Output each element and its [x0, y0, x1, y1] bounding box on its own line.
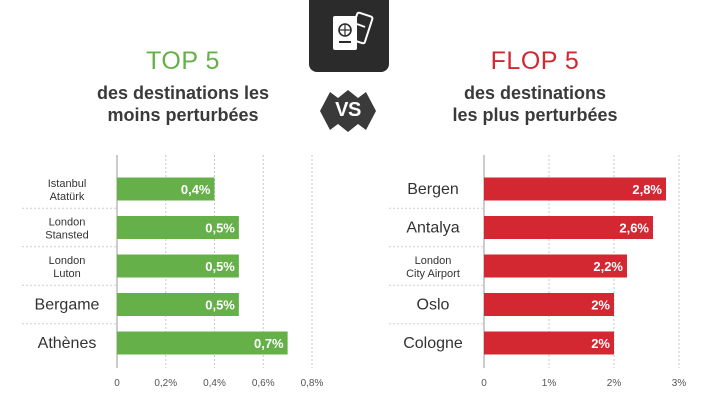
top5-bar — [117, 177, 215, 201]
top5-value-label: 0,7% — [254, 336, 284, 351]
passport-badge — [309, 0, 389, 72]
flop5-category-label: London — [415, 255, 452, 267]
top5-title: TOP 5 — [146, 47, 220, 75]
flop5-bar — [484, 293, 614, 316]
top5-category-label: Stansted — [45, 230, 88, 242]
flop5-subtitle: des destinations les plus perturbées — [410, 82, 660, 126]
flop5-category-label: Bergen — [407, 181, 459, 198]
top5-subtitle: des destinations les moins perturbées — [58, 82, 308, 126]
vs-label: VS — [335, 99, 361, 121]
flop5-value-label: 2,2% — [593, 259, 623, 274]
top5-category-label: Luton — [53, 268, 81, 280]
flop5-category-label: City Airport — [406, 268, 460, 280]
flop5-tick-label: 3% — [672, 378, 687, 389]
top5-subtitle-line2: moins perturbées — [107, 105, 259, 125]
flop5-subtitle-line1: des destinations — [463, 83, 607, 103]
top5-bar — [117, 331, 288, 355]
top5-category-label: Athènes — [38, 335, 97, 352]
top5-category-label: London — [49, 217, 86, 229]
flop5-tick-label: 0 — [481, 378, 487, 389]
top5-category-label: Bergame — [35, 297, 100, 314]
flop5-title: FLOP 5 — [490, 47, 580, 75]
flop5-value-label: 2% — [591, 336, 610, 351]
flop5-header: FLOP 5 des destinations les plus perturb… — [410, 46, 660, 126]
top5-tick-label: 0,6% — [252, 378, 275, 389]
flop5-bar — [484, 331, 614, 355]
vs-shape — [320, 90, 376, 132]
top5-value-label: 0,5% — [205, 259, 235, 274]
top5-subtitle-line1: des destinations les — [96, 83, 270, 103]
top5-category-label: London — [49, 255, 86, 267]
flop5-bar — [484, 254, 627, 278]
top5-tick-label: 0,2% — [154, 378, 177, 389]
top5-tick-label: 0 — [114, 378, 120, 389]
top5-bar — [117, 216, 239, 239]
flop5-bar — [484, 216, 653, 239]
top5-value-label: 0,5% — [205, 298, 235, 313]
flop5-value-label: 2,6% — [619, 221, 649, 236]
top5-bar — [117, 293, 239, 316]
flop5-category-label: Oslo — [417, 297, 450, 314]
flop5-tick-label: 2% — [607, 378, 622, 389]
top5-tick-label: 0,4% — [203, 378, 226, 389]
top5-header: TOP 5 des destinations les moins perturb… — [58, 46, 308, 126]
flop5-value-label: 2% — [591, 298, 610, 313]
top5-category-label: Atatürk — [50, 191, 85, 203]
top5-category-label: Istanbul — [48, 178, 87, 190]
passport-and-ticket-icon — [333, 11, 374, 50]
flop5-category-label: Cologne — [403, 335, 463, 352]
flop5-bar — [484, 177, 666, 201]
vs-badge: VS — [320, 88, 376, 134]
flop5-subtitle-line2: les plus perturbées — [452, 105, 618, 125]
top5-tick-label: 0,8% — [301, 378, 324, 389]
flop5-category-label: Antalya — [406, 220, 459, 237]
top5-value-label: 0,5% — [205, 221, 235, 236]
top5-value-label: 0,4% — [181, 182, 211, 197]
top5-bar — [117, 254, 239, 278]
flop5-tick-label: 1% — [542, 378, 557, 389]
flop5-bar-chart: 0 1% 2% 3% 2,8% Bergen 2,6% Antalya 2,2% LondonCi… — [389, 155, 686, 389]
flop5-value-label: 2,8% — [632, 182, 662, 197]
